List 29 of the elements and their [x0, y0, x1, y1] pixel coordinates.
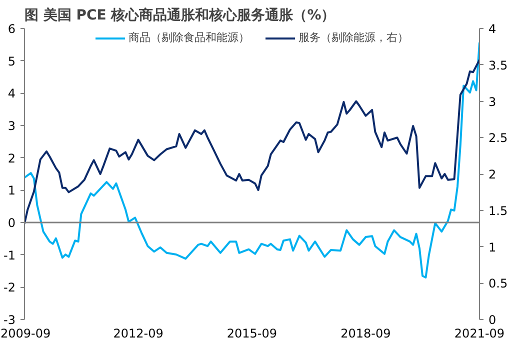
y-tick-label: 2 — [8, 151, 16, 166]
x-tick-label: 2018-09 — [340, 326, 391, 340]
y-tick-label: 3 — [8, 119, 16, 133]
y-tick-label: 0 — [8, 216, 16, 230]
y-tick-label: -2 — [4, 280, 16, 295]
y2-tick-label: 3 — [488, 94, 496, 109]
y2-tick-label: 1 — [488, 240, 496, 254]
y2-tick-label: 2 — [488, 168, 496, 182]
y2-tick-label: 0 — [488, 313, 496, 327]
y2-tick-label: 0.5 — [488, 276, 508, 291]
y-tick-label: 1 — [8, 184, 16, 198]
legend-label: 商品（剔除食品和能源） — [128, 30, 250, 45]
y2-tick-label: 4 — [488, 22, 496, 36]
line-series — [24, 58, 480, 224]
y2-tick-label: 2.5 — [488, 131, 508, 146]
y2-tick-label: 1.5 — [488, 204, 508, 218]
x-tick-label: 2021-09 — [454, 326, 505, 340]
y-tick-label: -1 — [4, 248, 16, 262]
y-tick-label: 4 — [8, 86, 16, 101]
y-tick-label: 6 — [8, 22, 16, 36]
x-tick-label: 2012-09 — [113, 326, 164, 340]
y2-tick-label: 3.5 — [488, 58, 508, 72]
line-series — [24, 41, 480, 278]
chart-title: 图 美国 PCE 核心商品通胀和核心服务通胀（%） — [24, 6, 336, 24]
x-tick-label: 2015-09 — [226, 326, 278, 340]
legend-label: 服务（剔除能源，右） — [298, 30, 408, 45]
y-tick-label: -3 — [4, 313, 16, 327]
y-tick-label: 5 — [8, 54, 16, 68]
x-tick-label: 2009-09 — [0, 326, 51, 340]
